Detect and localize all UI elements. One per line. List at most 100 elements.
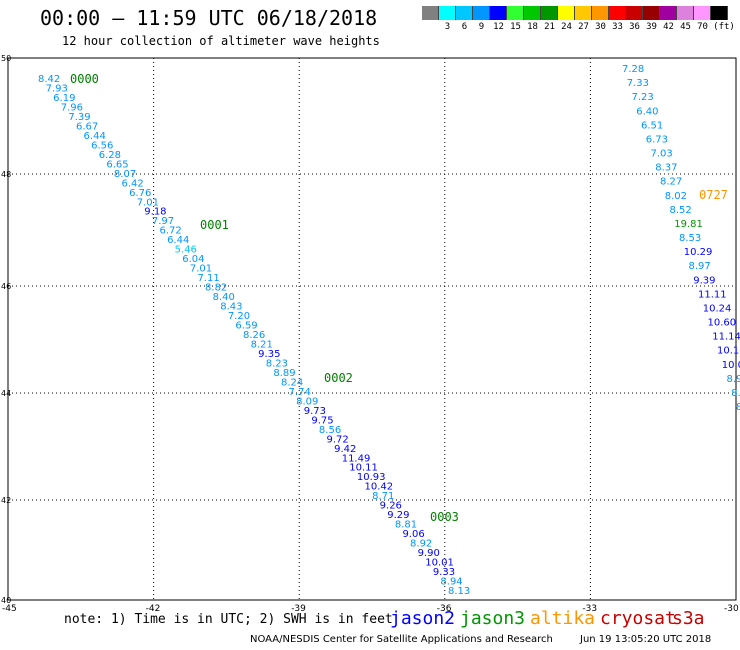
- footer-credit: NOAA/NESDIS Center for Satellite Applica…: [250, 634, 553, 645]
- wave-height-value: 8.27: [660, 177, 682, 188]
- wave-height-value: 8.09: [296, 396, 318, 407]
- wave-height-value: 7.11: [197, 273, 219, 284]
- latitude-tick-label: 48: [1, 170, 11, 179]
- wave-height-value: 19.81: [674, 219, 703, 230]
- wave-height-value: 8.97: [689, 261, 711, 272]
- wave-height-value: 6.42: [122, 178, 144, 189]
- legend-label: 3: [444, 22, 451, 32]
- longitude-tick-label: -36: [437, 604, 452, 614]
- wave-height-value: 10.10: [717, 346, 740, 357]
- chart-title: 00:00 – 11:59 UTC 06/18/2018: [40, 6, 378, 30]
- latitude-tick-label: 46: [1, 282, 11, 291]
- wave-height-value: 7.01: [190, 264, 212, 275]
- wave-height-value: 6.65: [106, 159, 128, 170]
- wave-height-value: 10.11: [349, 463, 378, 474]
- legend-label: 6: [461, 22, 468, 32]
- wave-height-value: 9.90: [418, 548, 440, 559]
- wave-height-value: 8.23: [266, 358, 288, 369]
- legend-label: 21: [544, 22, 555, 32]
- wave-height-value: 11.11: [698, 289, 727, 300]
- altimeter-track-east: 7.28 7.33 7.23 6.40 6.51 6.73 7.03 8.37 8.27 8.02…: [622, 64, 740, 413]
- wave-height-value: 10.01: [425, 558, 454, 569]
- wave-height-value: 8.13: [448, 586, 470, 597]
- wave-height-value: 9.33: [433, 567, 455, 578]
- legend-swatch: [439, 6, 456, 20]
- wave-height-value: 8.24: [281, 377, 303, 388]
- wave-height-value: 8.56: [319, 425, 341, 436]
- legend-swatch: [660, 6, 677, 20]
- legend-swatch: [626, 6, 643, 20]
- wave-height-value: 8.42: [38, 74, 60, 85]
- altimeter-track-west: 8.427.936.197.967.396.676.446.566.286.65…: [38, 74, 470, 597]
- wave-height-value: 8.: [731, 388, 740, 399]
- pass-time-label: 0727: [699, 188, 728, 202]
- wave-height-value: 6.76: [129, 188, 151, 199]
- latitude-tick-label: 40: [1, 596, 11, 605]
- legend-swatch: [558, 6, 575, 20]
- pass-time-label: 0001: [200, 218, 229, 232]
- legend-label: 24: [561, 22, 572, 32]
- pass-time-label: 0000: [70, 72, 99, 86]
- wave-height-value: 6.72: [159, 226, 181, 237]
- wave-height-value: 6.51: [641, 120, 663, 131]
- legend-swatch: [473, 6, 490, 20]
- wave-height-value: 7.03: [651, 149, 673, 160]
- legend-label: 39: [646, 22, 657, 32]
- wave-height-value: 6.40: [636, 106, 658, 117]
- legend-swatch: [694, 6, 711, 20]
- satellite-label-jason3: jason3: [460, 608, 526, 629]
- wave-height-value: 8.9: [727, 374, 740, 385]
- wave-height-value: 8.92: [410, 539, 432, 550]
- longitude-tick-label: -33: [582, 604, 597, 614]
- wave-height-value: 10.42: [364, 482, 393, 493]
- wave-height-value: 9.35: [258, 349, 280, 360]
- longitude-tick-label: -30: [724, 604, 739, 614]
- legend-labels: 3 6 9 12 15 18 21 24 27 30 33 36 39 42 45 70 (ft): [422, 20, 735, 32]
- wave-height-value: 9.26: [380, 501, 402, 512]
- legend-label: 36: [629, 22, 640, 32]
- wave-height-value: 11.49: [342, 453, 371, 464]
- wave-height-value: 5.46: [175, 245, 197, 256]
- wave-height-value: 8.26: [243, 330, 265, 341]
- wave-height-value: 9.75: [311, 415, 333, 426]
- legend-label: 30: [595, 22, 606, 32]
- wave-height-value: 11.14: [712, 332, 740, 343]
- longitude-tick-label: -42: [146, 604, 161, 614]
- wave-height-value: 8.71: [372, 491, 394, 502]
- wave-height-value: 7.23: [632, 92, 654, 103]
- wave-height-value: 8.43: [220, 302, 242, 313]
- legend-label: 45: [680, 22, 691, 32]
- satellite-label-jason2: jason2: [390, 608, 456, 629]
- legend-label: 15: [510, 22, 521, 32]
- legend-label: 42: [663, 22, 674, 32]
- latitude-tick-label: 42: [1, 496, 11, 505]
- wave-height-value: 8.02: [665, 191, 687, 202]
- wave-height-value: 8.21: [251, 339, 273, 350]
- legend-swatch: [507, 6, 524, 20]
- wave-height-value: 7.93: [46, 83, 68, 94]
- wave-height-value: 10.29: [684, 247, 713, 258]
- legend-swatches: [422, 6, 728, 20]
- wave-height-value: 9.18: [144, 207, 166, 218]
- legend-swatch: [643, 6, 660, 20]
- wave-height-value: 6.19: [53, 93, 75, 104]
- wave-height-value: 6.56: [91, 140, 113, 151]
- map-grid: [7, 57, 737, 601]
- satellite-label-cryosat: cryosat: [600, 608, 676, 629]
- wave-height-value: 6.44: [167, 235, 189, 246]
- legend-unit: (ft): [713, 22, 735, 32]
- axis-tick-labels: -45 -42 -39 -36 -33 -30 40 42 44 46 48 50: [1, 54, 739, 614]
- wave-height-value: 7.01: [137, 197, 159, 208]
- wave-height-value: 6.67: [76, 121, 98, 132]
- wave-height-value: 6.73: [646, 134, 668, 145]
- wave-height-value: 8.53: [679, 233, 701, 244]
- legend-swatch: [711, 6, 728, 20]
- wave-height-value: 9.39: [693, 275, 715, 286]
- pass-time-labels: 0000 0001 0002 0003 0727: [70, 72, 728, 524]
- legend-label: 12: [493, 22, 504, 32]
- map-frame: [7, 57, 737, 601]
- wave-height-value: 6.59: [235, 321, 257, 332]
- wave-height-value: 9.06: [402, 529, 424, 540]
- footer-timestamp: Jun 19 13:05:20 UTC 2018: [580, 634, 712, 645]
- legend-swatch: [677, 6, 694, 20]
